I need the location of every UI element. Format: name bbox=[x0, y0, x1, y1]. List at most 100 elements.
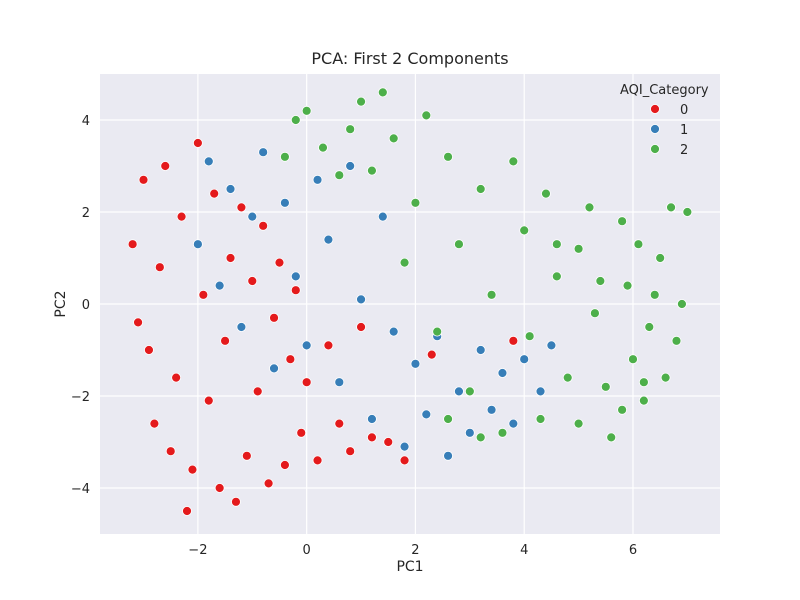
data-point-series-1 bbox=[225, 184, 236, 194]
data-point-series-1 bbox=[464, 427, 475, 438]
data-point-series-2 bbox=[628, 354, 638, 365]
data-point-series-0 bbox=[285, 354, 296, 365]
x-tick-label: 0 bbox=[303, 543, 311, 558]
data-point-series-2 bbox=[524, 331, 535, 342]
legend-items: 0 1 2 bbox=[650, 103, 688, 158]
data-point-series-0 bbox=[252, 386, 263, 397]
data-point-series-1 bbox=[258, 147, 269, 158]
data-point-series-1 bbox=[247, 211, 258, 222]
data-point-series-1 bbox=[497, 368, 508, 378]
legend-marker-1 bbox=[650, 124, 660, 134]
legend-label-1: 1 bbox=[680, 123, 688, 138]
data-point-series-0 bbox=[203, 395, 214, 406]
data-point-series-1 bbox=[410, 358, 421, 369]
data-point-series-2 bbox=[562, 372, 573, 383]
data-point-series-1 bbox=[203, 156, 214, 167]
data-point-series-2 bbox=[367, 165, 377, 176]
data-point-series-2 bbox=[633, 239, 644, 250]
x-tick-label: 6 bbox=[629, 543, 637, 558]
legend-label-2: 2 bbox=[680, 143, 688, 158]
data-point-series-2 bbox=[290, 115, 301, 125]
data-point-series-2 bbox=[541, 188, 551, 199]
legend: AQI_Category 0 1 2 bbox=[620, 83, 709, 158]
data-point-series-2 bbox=[345, 124, 356, 135]
x-tick-label: 4 bbox=[520, 543, 528, 558]
data-point-series-2 bbox=[280, 151, 290, 162]
data-point-series-2 bbox=[519, 225, 530, 236]
legend-marker-2 bbox=[650, 144, 660, 154]
data-point-series-2 bbox=[677, 299, 687, 309]
data-point-series-1 bbox=[367, 414, 377, 424]
data-point-series-0 bbox=[280, 460, 290, 470]
data-point-series-0 bbox=[247, 276, 258, 286]
data-point-series-1 bbox=[356, 294, 366, 305]
data-point-series-1 bbox=[301, 340, 312, 351]
data-point-series-2 bbox=[573, 243, 584, 254]
data-point-series-0 bbox=[426, 349, 437, 360]
legend-label-0: 0 bbox=[680, 103, 688, 118]
y-tick-label: 0 bbox=[82, 298, 90, 313]
data-point-series-2 bbox=[638, 377, 649, 388]
data-point-series-0 bbox=[187, 464, 198, 475]
data-point-series-0 bbox=[127, 239, 138, 250]
y-tick-label: 4 bbox=[82, 114, 90, 129]
data-point-series-0 bbox=[182, 506, 192, 516]
data-point-series-2 bbox=[301, 105, 312, 116]
data-point-series-0 bbox=[367, 432, 377, 443]
data-point-series-1 bbox=[290, 271, 301, 282]
y-axis-label: PC2 bbox=[53, 290, 69, 317]
data-point-series-2 bbox=[590, 308, 600, 319]
data-point-series-0 bbox=[399, 455, 410, 466]
data-point-series-2 bbox=[486, 289, 497, 300]
data-point-series-0 bbox=[165, 446, 176, 457]
data-point-series-1 bbox=[334, 377, 345, 388]
data-point-series-2 bbox=[443, 414, 453, 424]
grid bbox=[100, 74, 720, 534]
data-point-series-0 bbox=[269, 312, 279, 323]
data-point-series-0 bbox=[138, 174, 149, 185]
data-point-series-0 bbox=[274, 257, 285, 268]
data-point-series-0 bbox=[214, 483, 225, 493]
data-point-series-0 bbox=[312, 455, 323, 466]
data-point-series-0 bbox=[508, 335, 519, 346]
data-point-series-2 bbox=[421, 110, 432, 121]
data-point-series-2 bbox=[606, 432, 617, 443]
data-point-series-0 bbox=[241, 450, 252, 461]
data-point-series-0 bbox=[220, 335, 230, 346]
x-tick-label: 2 bbox=[411, 543, 419, 558]
data-point-series-2 bbox=[356, 96, 366, 107]
data-point-series-1 bbox=[399, 441, 410, 452]
data-point-series-2 bbox=[318, 142, 328, 153]
data-point-series-2 bbox=[617, 216, 628, 227]
data-point-series-0 bbox=[209, 188, 220, 199]
data-point-series-0 bbox=[356, 322, 366, 332]
data-point-series-2 bbox=[595, 276, 606, 286]
chart-title: PCA: First 2 Components bbox=[311, 49, 508, 68]
data-point-series-0 bbox=[290, 285, 301, 296]
data-point-series-2 bbox=[660, 372, 671, 383]
data-point-series-0 bbox=[176, 211, 187, 222]
data-point-series-0 bbox=[263, 478, 274, 489]
data-point-series-0 bbox=[231, 496, 241, 507]
data-point-series-0 bbox=[296, 427, 307, 438]
data-point-series-2 bbox=[508, 156, 519, 167]
legend-title: AQI_Category bbox=[620, 83, 709, 98]
data-point-series-0 bbox=[301, 377, 312, 388]
data-point-series-1 bbox=[192, 239, 203, 250]
data-point-series-0 bbox=[192, 138, 203, 148]
data-point-series-2 bbox=[475, 184, 486, 194]
y-tick-label: −2 bbox=[71, 390, 90, 405]
data-point-series-2 bbox=[551, 271, 562, 282]
data-point-series-0 bbox=[323, 340, 334, 351]
data-point-series-0 bbox=[154, 262, 165, 273]
data-point-series-2 bbox=[638, 395, 649, 406]
data-point-series-0 bbox=[171, 372, 182, 383]
data-point-series-2 bbox=[644, 322, 655, 332]
data-point-series-2 bbox=[377, 87, 388, 98]
data-point-series-2 bbox=[410, 197, 421, 208]
data-point-series-2 bbox=[671, 335, 682, 346]
x-axis-ticks: −2 0 2 4 6 bbox=[188, 543, 637, 558]
data-point-series-2 bbox=[454, 239, 464, 250]
data-point-series-1 bbox=[214, 280, 225, 291]
